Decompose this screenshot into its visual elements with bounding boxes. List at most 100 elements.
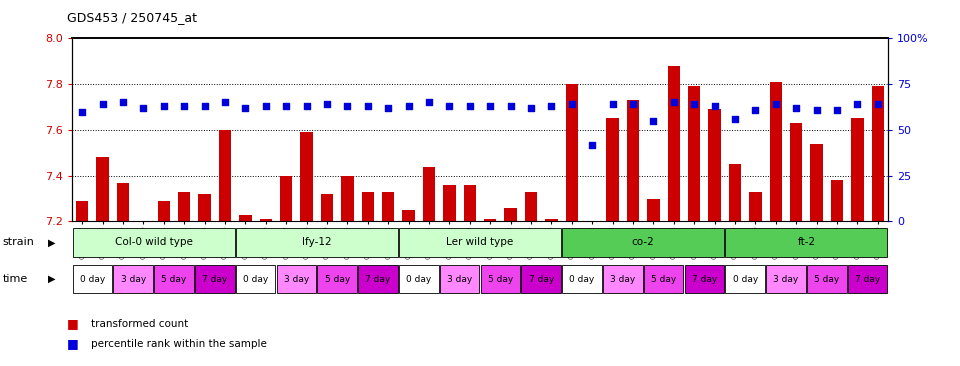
Point — [320, 101, 335, 107]
Bar — [113, 265, 153, 294]
Text: 3 day: 3 day — [447, 274, 472, 284]
Point — [299, 103, 314, 109]
Text: 0 day: 0 day — [406, 274, 431, 284]
Bar — [76, 201, 88, 221]
Bar — [750, 192, 761, 221]
Text: 7 day: 7 day — [529, 274, 554, 284]
Bar — [505, 208, 516, 221]
Bar — [178, 192, 190, 221]
Text: ▶: ▶ — [48, 274, 56, 284]
Bar — [810, 144, 823, 221]
Text: 7 day: 7 day — [855, 274, 880, 284]
Point — [707, 103, 722, 109]
Text: 5 day: 5 day — [651, 274, 676, 284]
Bar — [402, 210, 415, 221]
Text: 7 day: 7 day — [203, 274, 228, 284]
Bar — [481, 265, 520, 294]
Text: ■: ■ — [67, 337, 79, 351]
Bar — [684, 265, 724, 294]
Bar — [563, 228, 724, 257]
Point — [115, 100, 131, 105]
Text: Ler wild type: Ler wild type — [446, 238, 514, 247]
Bar — [521, 265, 561, 294]
Text: ▶: ▶ — [48, 238, 56, 247]
Bar — [259, 219, 272, 221]
Point — [483, 103, 498, 109]
Bar — [586, 221, 598, 235]
Bar — [342, 176, 353, 221]
Bar — [280, 176, 292, 221]
Point — [503, 103, 518, 109]
Text: lfy-12: lfy-12 — [302, 238, 331, 247]
Point — [768, 101, 783, 107]
Bar — [848, 265, 887, 294]
Point — [95, 101, 110, 107]
Text: percentile rank within the sample: percentile rank within the sample — [91, 339, 267, 349]
Point — [197, 103, 212, 109]
Text: time: time — [3, 274, 28, 284]
Text: transformed count: transformed count — [91, 319, 188, 329]
Bar — [73, 265, 112, 294]
Point — [401, 103, 417, 109]
Bar — [647, 199, 660, 221]
Point — [788, 105, 804, 111]
Bar — [770, 82, 782, 221]
Point — [748, 107, 763, 113]
Bar — [444, 185, 455, 221]
Bar — [627, 100, 639, 221]
Point — [666, 100, 682, 105]
Point — [360, 103, 375, 109]
Bar — [807, 265, 847, 294]
Text: ft-2: ft-2 — [798, 238, 815, 247]
Point — [523, 105, 539, 111]
Text: 7 day: 7 day — [692, 274, 717, 284]
Bar — [603, 265, 642, 294]
Point — [380, 105, 396, 111]
Point — [625, 101, 640, 107]
Bar — [563, 265, 602, 294]
Bar — [276, 265, 316, 294]
Bar — [399, 228, 561, 257]
Bar — [362, 192, 373, 221]
Bar — [239, 214, 252, 221]
Bar — [236, 228, 397, 257]
Bar — [195, 265, 234, 294]
Bar — [565, 84, 578, 221]
Bar — [219, 130, 231, 221]
Text: 5 day: 5 day — [324, 274, 349, 284]
Point — [462, 103, 477, 109]
Bar — [607, 119, 619, 221]
Bar — [790, 123, 803, 221]
Bar — [96, 157, 108, 221]
Text: 3 day: 3 day — [611, 274, 636, 284]
Bar — [852, 119, 864, 221]
Point — [686, 101, 702, 107]
Text: 3 day: 3 day — [121, 274, 146, 284]
Bar — [358, 265, 397, 294]
Text: GDS453 / 250745_at: GDS453 / 250745_at — [67, 11, 197, 24]
Bar — [766, 265, 805, 294]
Point — [340, 103, 355, 109]
Text: 0 day: 0 day — [80, 274, 105, 284]
Text: 5 day: 5 day — [161, 274, 186, 284]
Bar — [300, 132, 313, 221]
Bar — [726, 265, 765, 294]
Bar — [464, 185, 476, 221]
Text: strain: strain — [3, 238, 35, 247]
Point — [728, 116, 743, 122]
Bar — [545, 219, 558, 221]
Text: 3 day: 3 day — [284, 274, 309, 284]
Text: 5 day: 5 day — [814, 274, 839, 284]
Point — [258, 103, 274, 109]
Text: 0 day: 0 day — [243, 274, 268, 284]
Point — [829, 107, 845, 113]
Point — [809, 107, 825, 113]
Point — [605, 101, 620, 107]
Text: 3 day: 3 day — [774, 274, 799, 284]
Text: 5 day: 5 day — [488, 274, 513, 284]
Bar — [117, 183, 129, 221]
Text: ■: ■ — [67, 317, 79, 330]
Bar — [73, 228, 234, 257]
Text: 7 day: 7 day — [366, 274, 391, 284]
Bar — [440, 265, 479, 294]
